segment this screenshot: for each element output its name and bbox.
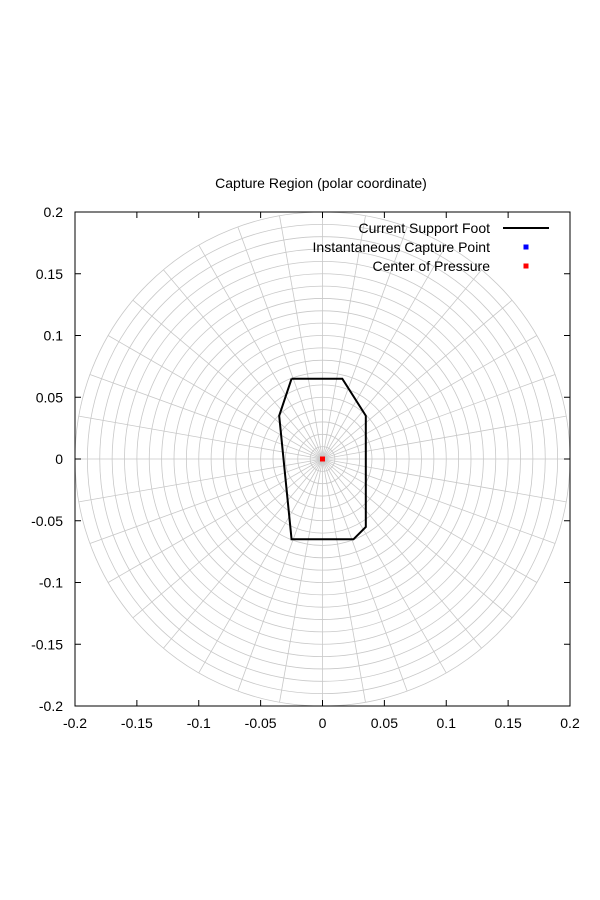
grid-spoke bbox=[322, 299, 513, 460]
grid-spoke bbox=[322, 458, 366, 703]
x-tick-label: 0.05 bbox=[371, 715, 398, 731]
x-tick-label: -0.05 bbox=[245, 715, 277, 731]
grid-spoke bbox=[322, 335, 538, 460]
grid-spoke bbox=[322, 269, 482, 460]
y-tick-label: -0.1 bbox=[39, 575, 63, 591]
chart-title: Capture Region (polar coordinate) bbox=[215, 175, 427, 191]
legend-label: Current Support Foot bbox=[358, 220, 490, 236]
legend-label: Center of Pressure bbox=[373, 258, 491, 274]
y-tick-label: 0.15 bbox=[36, 266, 63, 282]
grid-spoke bbox=[322, 458, 408, 692]
grid-spoke bbox=[107, 458, 323, 583]
grid-spoke bbox=[132, 299, 323, 460]
grid-spoke bbox=[107, 335, 323, 460]
y-tick-label: -0.05 bbox=[31, 513, 63, 529]
polar-grid bbox=[74, 211, 571, 707]
y-tick-label: 0.1 bbox=[44, 328, 64, 344]
x-tick-label: -0.15 bbox=[121, 715, 153, 731]
grid-spoke bbox=[163, 269, 323, 460]
y-tick-label: 0.05 bbox=[36, 389, 63, 405]
grid-spoke bbox=[198, 458, 323, 674]
grid-spoke bbox=[322, 458, 513, 619]
grid-spoke bbox=[163, 458, 323, 649]
grid-spoke bbox=[322, 458, 482, 649]
grid-spoke bbox=[237, 226, 323, 460]
series-support-foot bbox=[278, 377, 367, 541]
legend: Current Support Foot Instantaneous Captur… bbox=[313, 220, 549, 274]
axis-ticks: -0.2 -0.15 -0.1 -0.05 0 0.05 0.1 0.15 0.2 -0.2 -0.… bbox=[31, 204, 580, 731]
y-tick-label: 0 bbox=[55, 451, 63, 467]
grid-spoke bbox=[132, 458, 323, 619]
grid-spoke bbox=[322, 374, 556, 460]
grid-spoke bbox=[279, 215, 323, 460]
grid-spoke bbox=[198, 244, 323, 460]
x-tick-label: 0.15 bbox=[495, 715, 522, 731]
legend-point-swatch bbox=[523, 244, 529, 250]
grid-spoke bbox=[322, 458, 538, 583]
y-tick-label: 0.2 bbox=[44, 204, 64, 220]
grid-spoke bbox=[322, 458, 556, 544]
x-tick-label: -0.1 bbox=[187, 715, 211, 731]
grid-spoke bbox=[322, 458, 447, 674]
grid-spoke bbox=[89, 374, 323, 460]
plot-data bbox=[278, 377, 367, 541]
grid-spoke bbox=[78, 458, 323, 503]
grid-spoke bbox=[237, 458, 323, 692]
grid-spoke bbox=[279, 458, 323, 703]
x-tick-label: 0.1 bbox=[437, 715, 457, 731]
grid-spoke bbox=[322, 458, 567, 503]
legend-label: Instantaneous Capture Point bbox=[313, 239, 491, 255]
y-tick-label: -0.15 bbox=[31, 636, 63, 652]
legend-point-swatch bbox=[523, 263, 529, 269]
grid-spoke bbox=[322, 244, 447, 460]
y-tick-label: -0.2 bbox=[39, 698, 63, 714]
center-of-pressure-point bbox=[320, 456, 325, 462]
grid-spoke bbox=[322, 215, 366, 460]
grid-spoke bbox=[89, 458, 323, 544]
x-tick-label: 0 bbox=[319, 715, 327, 731]
grid-spoke bbox=[322, 226, 408, 460]
grid-spoke bbox=[322, 415, 567, 460]
x-tick-label: -0.2 bbox=[63, 715, 87, 731]
x-tick-label: 0.2 bbox=[560, 715, 580, 731]
